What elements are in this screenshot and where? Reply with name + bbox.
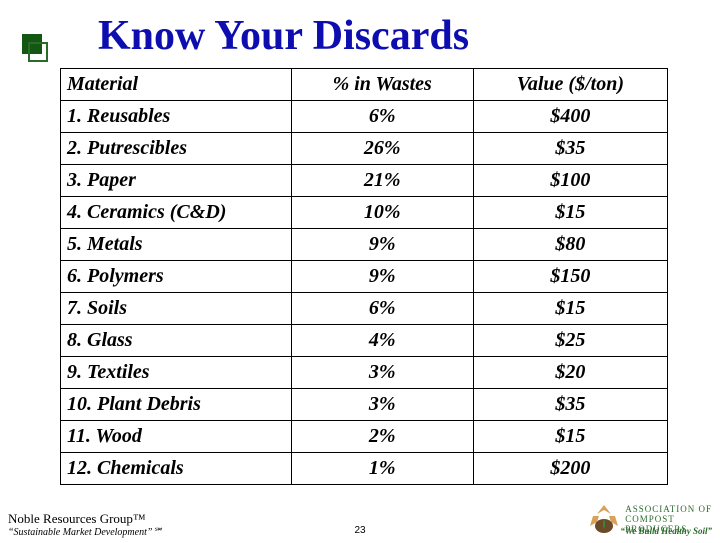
table-row: 5. Metals9%$80 [61, 229, 668, 261]
table-cell: 8. Glass [61, 325, 292, 357]
table-cell: $15 [473, 293, 667, 325]
table-row: 3. Paper21%$100 [61, 165, 668, 197]
slide-title: Know Your Discards [44, 12, 720, 60]
table-cell: 9. Textiles [61, 357, 292, 389]
table-cell: 9% [291, 261, 473, 293]
table-cell: 4% [291, 325, 473, 357]
table-cell: $100 [473, 165, 667, 197]
table-cell: 6% [291, 101, 473, 133]
table-cell: $400 [473, 101, 667, 133]
table-cell: $35 [473, 389, 667, 421]
table-row: 10. Plant Debris3%$35 [61, 389, 668, 421]
table-cell: $15 [473, 421, 667, 453]
col-header-percent: % in Wastes [291, 69, 473, 101]
table-cell: 3% [291, 389, 473, 421]
table-cell: 10% [291, 197, 473, 229]
table-cell: 6% [291, 293, 473, 325]
table-cell: 2. Putrescibles [61, 133, 292, 165]
table-cell: 7. Soils [61, 293, 292, 325]
table-cell: 21% [291, 165, 473, 197]
col-header-material: Material [61, 69, 292, 101]
table-cell: 3. Paper [61, 165, 292, 197]
table-cell: 1% [291, 453, 473, 485]
table-row: 6. Polymers9%$150 [61, 261, 668, 293]
table-cell: 11. Wood [61, 421, 292, 453]
table-cell: $35 [473, 133, 667, 165]
col-header-value: Value ($/ton) [473, 69, 667, 101]
table-cell: 4. Ceramics (C&D) [61, 197, 292, 229]
table-row: 2. Putrescibles26%$35 [61, 133, 668, 165]
table-row: 8. Glass4%$25 [61, 325, 668, 357]
table-container: Material % in Wastes Value ($/ton) 1. Re… [0, 68, 720, 485]
table-row: 7. Soils6%$15 [61, 293, 668, 325]
table-row: 1. Reusables6%$400 [61, 101, 668, 133]
table-row: 4. Ceramics (C&D)10%$15 [61, 197, 668, 229]
table-cell: 12. Chemicals [61, 453, 292, 485]
org-name: Noble Resources Group™ [8, 511, 163, 527]
org-tagline: “Sustainable Market Development”℠ [8, 527, 163, 538]
table-cell: 2% [291, 421, 473, 453]
title-bullet-icon [22, 34, 48, 62]
table-cell: $200 [473, 453, 667, 485]
table-cell: $20 [473, 357, 667, 389]
assoc-tagline: “We Build Healthy Soil” [620, 526, 712, 536]
table-cell: $25 [473, 325, 667, 357]
page-number: 23 [354, 525, 365, 536]
header: Know Your Discards [0, 0, 720, 68]
table-row: 9. Textiles3%$20 [61, 357, 668, 389]
table-cell: 1. Reusables [61, 101, 292, 133]
footer: Noble Resources Group™ “Sustainable Mark… [0, 502, 720, 538]
table-row: 12. Chemicals1%$200 [61, 453, 668, 485]
table-row: 11. Wood2%$15 [61, 421, 668, 453]
table-cell: 9% [291, 229, 473, 261]
table-cell: 6. Polymers [61, 261, 292, 293]
table-header-row: Material % in Wastes Value ($/ton) [61, 69, 668, 101]
table-cell: $80 [473, 229, 667, 261]
discards-table: Material % in Wastes Value ($/ton) 1. Re… [60, 68, 668, 485]
table-cell: 5. Metals [61, 229, 292, 261]
table-cell: 10. Plant Debris [61, 389, 292, 421]
footer-left: Noble Resources Group™ “Sustainable Mark… [8, 511, 163, 538]
table-cell: $150 [473, 261, 667, 293]
association-logo-icon [587, 502, 621, 538]
table-cell: 3% [291, 357, 473, 389]
table-cell: $15 [473, 197, 667, 229]
table-cell: 26% [291, 133, 473, 165]
